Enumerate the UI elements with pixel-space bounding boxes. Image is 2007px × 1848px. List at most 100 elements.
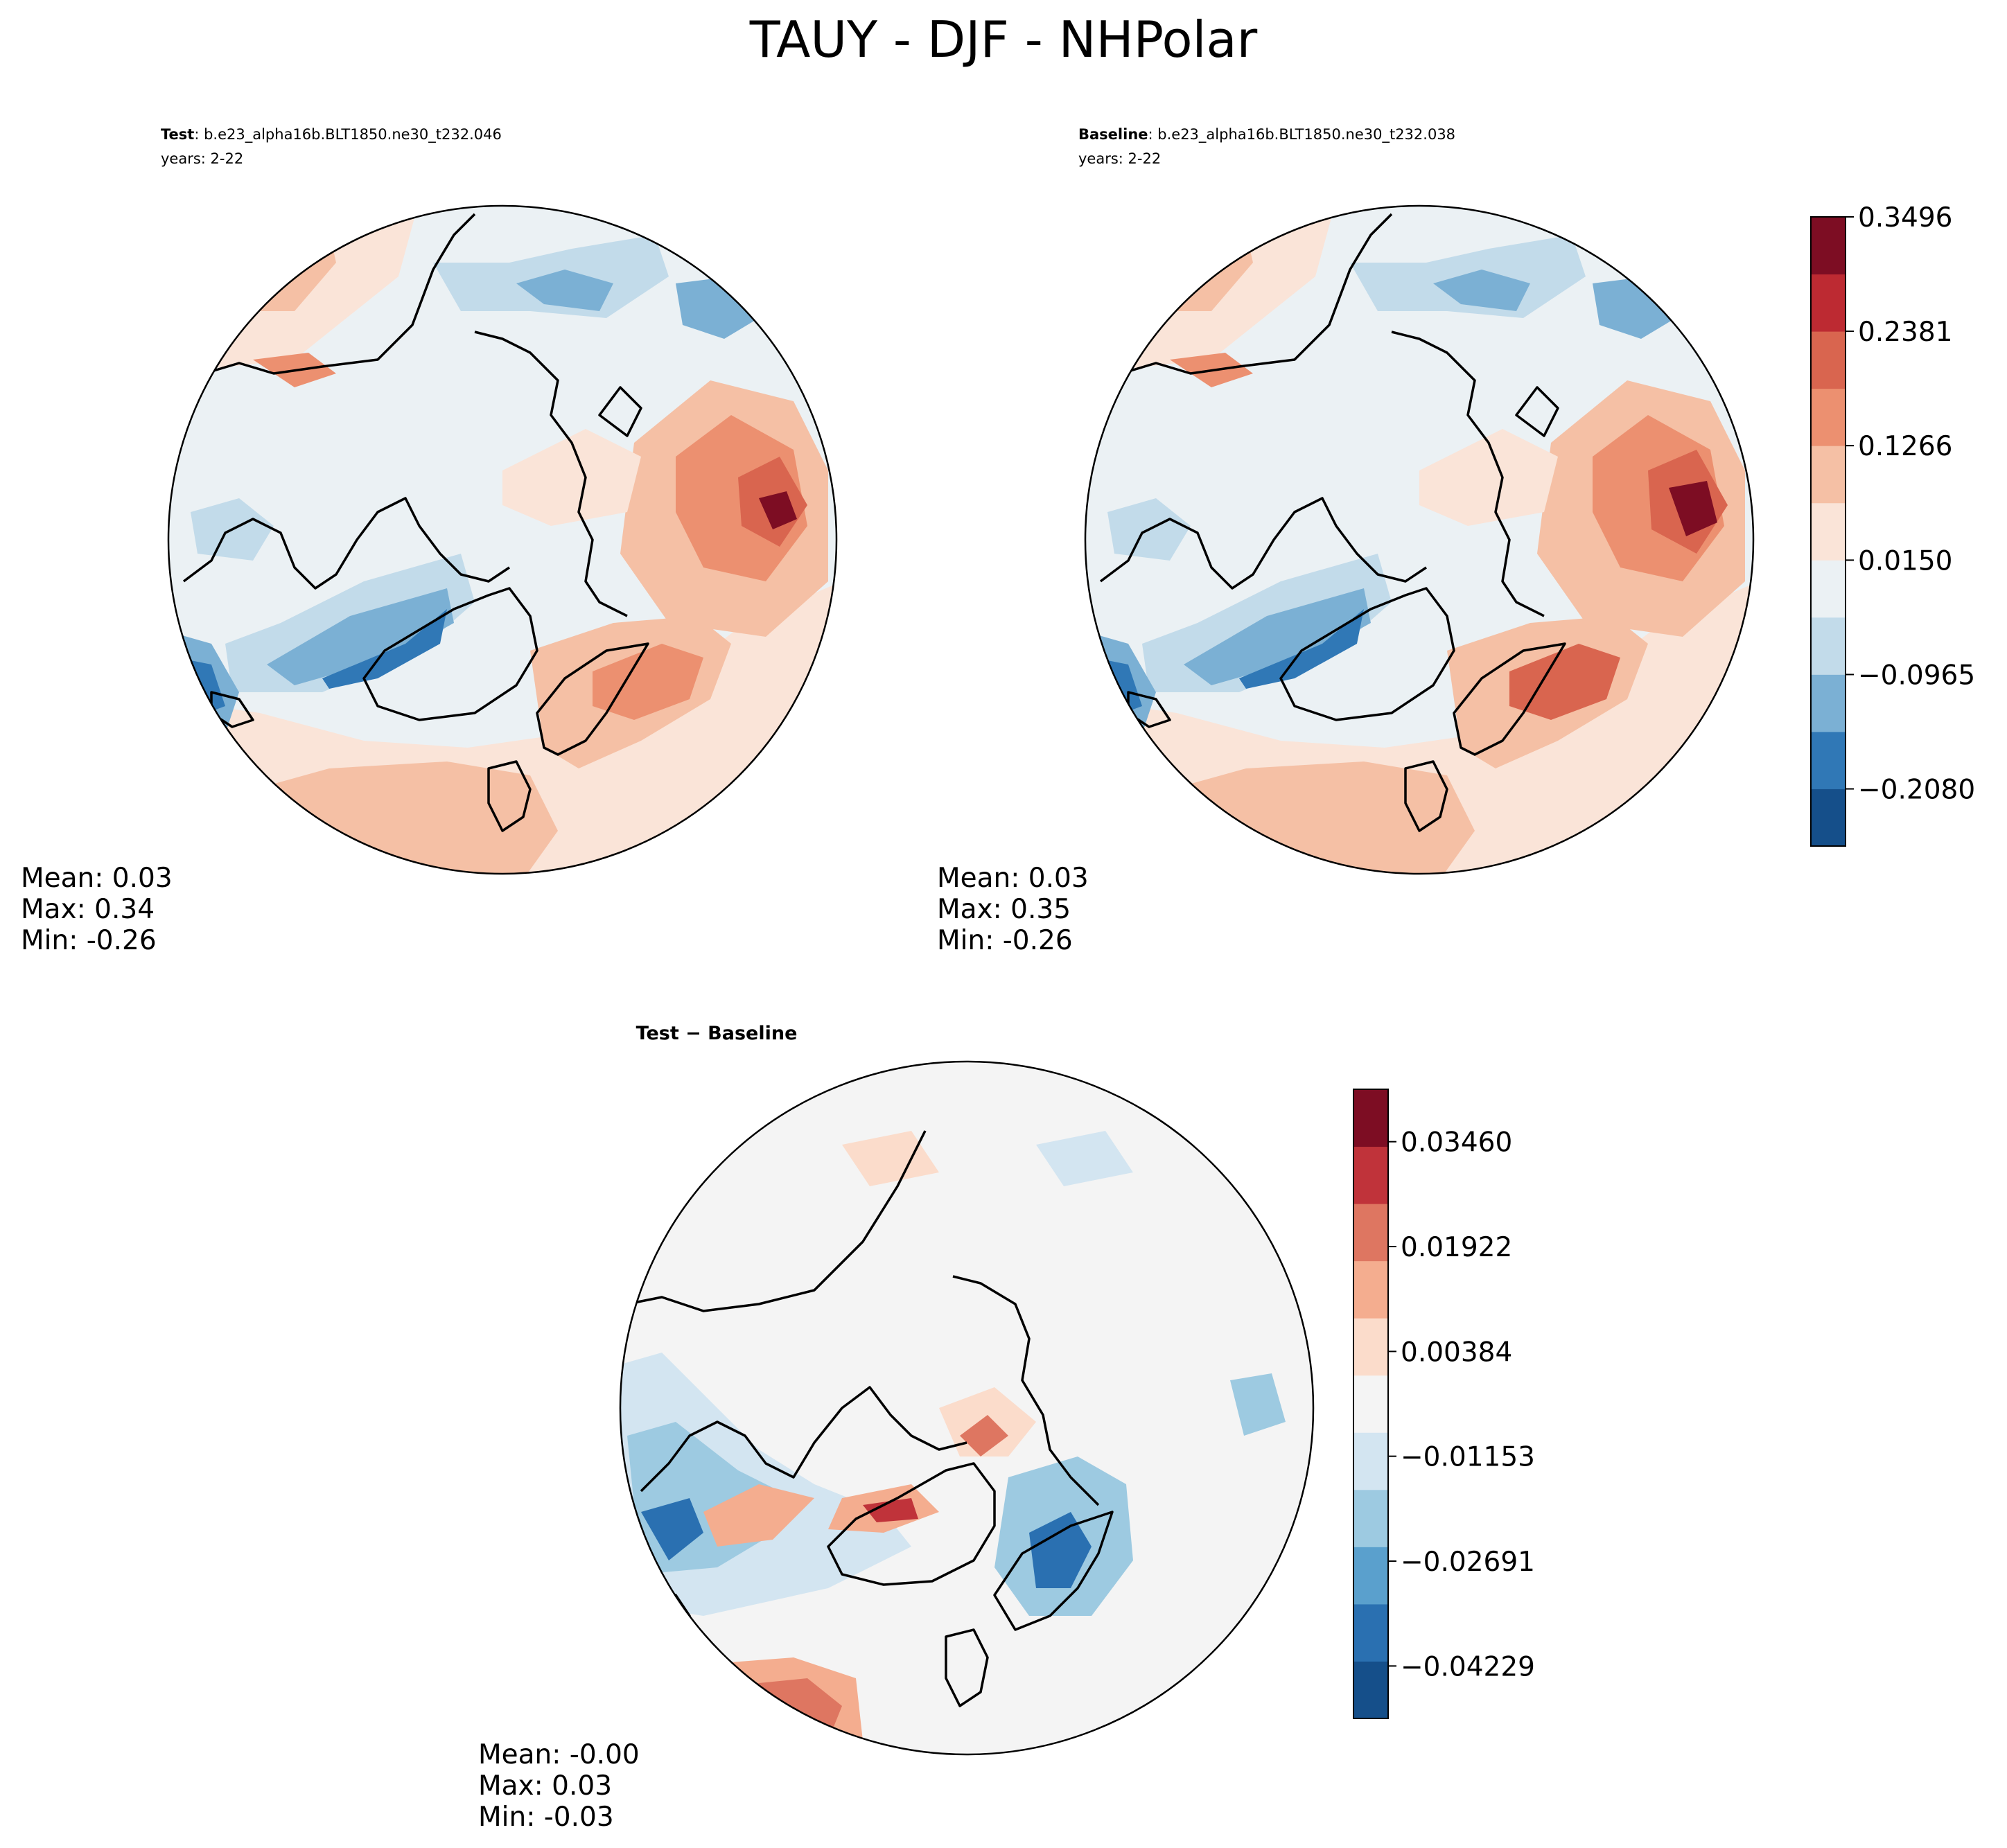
baseline-years: years: 2-22 <box>1078 150 1161 167</box>
main-colorbar-swatch <box>1811 731 1846 789</box>
coastline-greenland <box>827 1462 996 1586</box>
diff-colorbar-frame <box>1353 1089 1389 1719</box>
main-colorbar-tick-label: −0.0965 <box>1858 660 1975 691</box>
diff-colorbar-swatch <box>1353 1260 1388 1319</box>
coastline-greenland <box>362 587 538 721</box>
coastline-alaska <box>1093 213 1393 375</box>
main-colorbar-tick-label: 0.2381 <box>1858 317 1952 348</box>
field-pos-arctic <box>502 429 641 526</box>
main-colorbar-tick-label: −0.2080 <box>1858 775 1975 806</box>
baseline-label: Baseline <box>1078 126 1148 143</box>
diff-title: Test − Baseline <box>636 1023 798 1044</box>
diff-colorbar-swatch <box>1353 1204 1388 1262</box>
field-neg-siberia <box>1230 1373 1286 1436</box>
test-field <box>168 206 836 874</box>
diff-colorbar-tick-label: 0.01922 <box>1401 1232 1512 1263</box>
baseline-case: : b.e23_alpha16b.BLT1850.ne30_t232.038 <box>1148 126 1456 143</box>
diff-colorbar-tick-label: 0.03460 <box>1401 1127 1512 1159</box>
main-colorbar: −0.2080 −0.0965 0.0150 0.1266 0.2381 0.3496 <box>1810 202 1975 847</box>
main-colorbar-swatch <box>1811 502 1846 561</box>
coastline-island <box>598 386 642 437</box>
diff-colorbar-tick-label: −0.01153 <box>1401 1442 1535 1473</box>
diff-colorbar-tick-label: 0.00384 <box>1401 1337 1512 1368</box>
field-pos-atlantic-south <box>204 762 558 874</box>
coastline-alaska <box>626 1130 927 1312</box>
coastline-alaska <box>176 213 476 375</box>
main-colorbar-swatch <box>1811 331 1846 389</box>
map-boundary <box>619 1060 1315 1756</box>
field-pos-greenland-max <box>863 1498 918 1522</box>
main-colorbar-swatch <box>1811 617 1846 675</box>
figure-title: TAUY - DJF - NHPolar <box>749 10 1258 69</box>
field-pos-europe-2 <box>1509 644 1620 720</box>
diff-colorbar-swatch <box>1353 1146 1388 1204</box>
coastline-canada <box>182 497 510 590</box>
field-neg-europe-2 <box>1029 1512 1092 1588</box>
test-case: : b.e23_alpha16b.BLT1850.ne30_t232.046 <box>194 126 502 143</box>
diff-colorbar: −0.04229 −0.02691 −0.01153 0.00384 0.01922 0.… <box>1353 1089 1535 1719</box>
field-neg-atlantic-3 <box>641 1498 703 1560</box>
main-colorbar-swatch <box>1811 560 1846 618</box>
test-label: Test <box>161 126 194 143</box>
test-header: Test: b.e23_alpha16b.BLT1850.ne30_t232.0… <box>161 126 502 143</box>
diff-min: Min: -0.03 <box>478 1802 614 1833</box>
main-colorbar-frame <box>1810 216 1846 847</box>
field-pos-europe-2 <box>593 644 703 720</box>
map-boundary <box>167 204 838 875</box>
baseline-field <box>1085 206 1753 874</box>
coastline-scandinavia <box>536 642 649 756</box>
field-pos-atlantic-south <box>1121 762 1475 874</box>
coastline-canada <box>640 1386 967 1493</box>
main-colorbar-swatch <box>1811 217 1846 275</box>
diff-colorbar-swatch <box>1353 1375 1388 1433</box>
field-pos-siberia-max <box>1669 481 1717 536</box>
main-colorbar-swatch <box>1811 388 1846 446</box>
baseline-map <box>1084 204 1755 875</box>
coastline-britain <box>487 760 532 832</box>
diff-map <box>619 1060 1315 1756</box>
map-boundary <box>1084 204 1755 875</box>
diff-colorbar-swatch <box>1353 1089 1388 1147</box>
diff-colorbar-swatch <box>1353 1489 1388 1547</box>
diff-colorbar-tick-label: −0.04229 <box>1401 1651 1535 1682</box>
field-pos-arctic <box>1419 429 1558 526</box>
diff-mean: Mean: -0.00 <box>478 1739 640 1770</box>
main-colorbar-tick-label: 0.3496 <box>1858 202 1952 234</box>
coastline-scandinavia <box>993 1511 1114 1631</box>
diff-field <box>620 1062 1313 1754</box>
field-pos-siberia-max <box>759 491 797 529</box>
main-colorbar-swatch <box>1811 789 1846 847</box>
diff-max: Max: 0.03 <box>478 1770 612 1802</box>
coastline-siberia <box>1391 331 1545 617</box>
coastline-scandinavia <box>1453 642 1566 756</box>
baseline-header: Baseline: b.e23_alpha16b.BLT1850.ne30_t2… <box>1078 126 1455 143</box>
coastline-siberia <box>474 331 628 617</box>
diff-colorbar-swatch <box>1353 1318 1388 1376</box>
field-neg-atlantic-3 <box>1239 609 1364 689</box>
field-pos-iceland <box>703 1484 814 1547</box>
coastline-canada <box>1099 497 1427 590</box>
coastline-greenland <box>1279 587 1455 721</box>
field-pos-pacific <box>842 1131 939 1186</box>
diff-colorbar-swatch <box>1353 1603 1388 1662</box>
baseline-min: Min: -0.26 <box>937 925 1073 956</box>
coastlines <box>626 1130 1114 1707</box>
main-colorbar-tick-label: 0.1266 <box>1858 431 1952 462</box>
main-colorbar-swatch <box>1811 274 1846 332</box>
test-years: years: 2-22 <box>161 150 243 167</box>
coastlines <box>1093 213 1566 832</box>
field-neg-atlantic-2 <box>1184 588 1371 685</box>
baseline-mean: Mean: 0.03 <box>937 863 1089 894</box>
main-colorbar-tick-label: 0.0150 <box>1858 545 1952 577</box>
diff-colorbar-swatch <box>1353 1661 1388 1719</box>
coastline-siberia <box>952 1275 1100 1506</box>
coastline-britain <box>1404 760 1448 832</box>
field-neg-arctic-rim-2 <box>1433 270 1530 311</box>
diff-colorbar-swatch <box>1353 1432 1388 1490</box>
diff-colorbar-swatch <box>1353 1547 1388 1605</box>
main-colorbar-swatch <box>1811 446 1846 504</box>
field-neg-pacific <box>1036 1131 1133 1186</box>
field-neg-arctic-rim-2 <box>516 270 613 311</box>
coastline-britain <box>945 1628 989 1707</box>
